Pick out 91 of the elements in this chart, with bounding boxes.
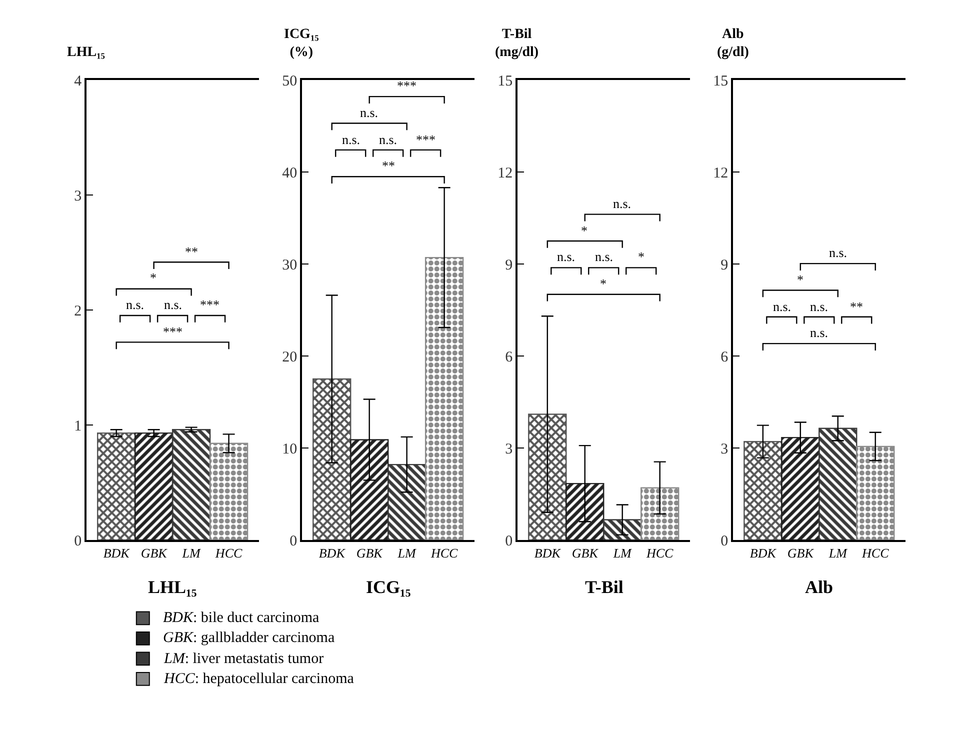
bar [312,378,352,540]
x-tick-label: LM [181,545,202,560]
bar [350,439,389,540]
y-tick-label: 6 [505,349,514,366]
y-tick-label: 50 [282,73,298,90]
y-tick-label: 9 [720,257,728,274]
y-axis-title: T-Bil (mg/dl) [495,27,539,60]
bar [96,432,136,540]
x-axis-title: LHL₁₅ [148,577,197,597]
text: HCC: hepatocellular carcinoma [163,671,354,687]
bar [528,414,567,540]
y-tick-label: 0 [720,533,728,550]
annotation: n.s. [164,297,182,312]
y-tick-label: 1 [74,418,82,434]
bar [566,482,604,540]
annotation: * [581,223,588,238]
x-tick-label: GBK [140,545,168,560]
bar [134,432,174,540]
y-tick-label: 10 [282,441,298,458]
annotation: * [150,270,156,285]
annotation: n.s. [379,132,398,147]
bar [387,464,426,540]
y-tick-label: 30 [282,257,298,274]
annotation: *** [416,132,436,147]
annotation: n.s. [829,245,848,260]
bar [781,436,820,540]
annotation: *** [200,297,220,312]
x-tick-label: LM [396,545,418,560]
annotation: *** [163,324,182,339]
x-tick-label: GBK [787,545,815,560]
y-tick-label: 2 [74,303,82,320]
x-axis-title: T-Bil [585,577,624,597]
annotation: ** [850,299,863,314]
y-tick-label: 3 [505,441,513,458]
bar [744,440,782,540]
y-tick-label: 9 [505,257,513,274]
y-tick-label: 0 [290,533,298,550]
x-tick-label: GBK [356,545,384,560]
text: BDK: bile duct carcinoma [163,610,320,626]
annotation: n.s. [595,249,614,264]
annotation: n.s. [360,105,378,120]
y-tick-label: 15 [713,73,728,90]
bar [603,519,642,540]
annotation: n.s. [810,325,828,340]
annotation: n.s. [810,299,828,314]
bar [209,442,248,540]
annotation: n.s. [773,299,792,314]
bar [172,429,211,540]
y-tick-label: 12 [498,165,513,182]
y-tick-label: 3 [74,188,82,204]
x-tick-label: LM [828,545,848,560]
y-axis-title: Alb (g/dl) [717,27,750,60]
y-axis-title: ICG₁₅ (%) [284,27,319,60]
bar [640,487,680,540]
bar [424,256,464,540]
annotation: n.s. [613,196,632,211]
text: GBK: gallbladder carcinoma [163,630,335,646]
y-tick-label: 6 [720,349,729,366]
x-axis-title: ICG₁₅ [366,577,411,597]
y-tick-label: 15 [498,73,513,90]
annotation: ** [185,244,198,259]
x-tick-label: LM [612,545,633,560]
bar [856,446,895,540]
x-tick-label: GBK [572,545,600,560]
annotation: n.s. [557,249,576,264]
x-tick-label: HCC [214,545,242,560]
y-tick-label: 4 [74,73,82,90]
y-axis-title: LHL₁₅ [67,45,105,60]
x-axis-title: Alb [805,577,834,597]
annotation: * [600,276,606,291]
x-tick-label: BDK [750,545,778,560]
y-tick-label: 20 [282,349,298,366]
x-tick-label: BDK [318,545,346,560]
x-tick-label: HCC [645,545,674,560]
x-tick-label: HCC [430,545,458,560]
y-tick-label: 3 [720,441,728,458]
annotation: ** [382,158,395,173]
annotation: n.s. [126,297,144,312]
y-tick-label: 0 [74,533,82,550]
y-tick-label: 12 [713,165,728,182]
bar [818,428,858,540]
x-tick-label: HCC [861,545,890,560]
annotation: n.s. [342,132,360,147]
annotation: * [797,272,804,287]
text: LM: liver metastatis tumor [163,651,324,667]
y-tick-label: 40 [282,165,298,182]
x-tick-label: BDK [534,545,562,560]
annotation: *** [397,78,416,93]
y-tick-label: 0 [505,533,513,550]
annotation: * [638,249,644,264]
x-tick-label: BDK [103,545,131,560]
